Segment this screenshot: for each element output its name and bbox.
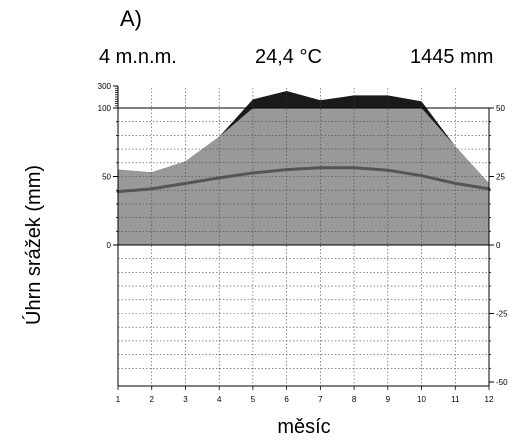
temperature-point bbox=[386, 168, 390, 172]
panel-label: A) bbox=[120, 6, 142, 31]
x-tick-label: 1 bbox=[116, 395, 121, 404]
temperature-point bbox=[150, 187, 154, 191]
temperature-point bbox=[420, 174, 423, 178]
x-axis-title: měsíc bbox=[277, 416, 330, 438]
right-tick-label: -50 bbox=[496, 378, 508, 387]
x-tick-label: 12 bbox=[485, 395, 494, 404]
axes bbox=[113, 85, 494, 390]
temperature-label: 24,4 °C bbox=[255, 46, 322, 68]
temperature-point bbox=[217, 176, 221, 180]
temperature-point bbox=[285, 168, 289, 172]
x-tick-label: 11 bbox=[451, 395, 460, 404]
temperature-point bbox=[184, 181, 187, 185]
x-tick-label: 6 bbox=[284, 395, 289, 404]
x-tick-label: 8 bbox=[352, 395, 357, 404]
x-tick-label: 9 bbox=[386, 395, 391, 404]
left-tick-label: 300 bbox=[98, 82, 112, 91]
temperature-line-group bbox=[116, 166, 491, 194]
temperature-point bbox=[453, 181, 457, 185]
y-axis-title: Úhrn srážek (mm) bbox=[22, 165, 45, 325]
x-tick-label: 3 bbox=[183, 395, 188, 404]
temperature-point bbox=[352, 166, 356, 170]
left-tick-label: 0 bbox=[107, 241, 112, 250]
left-tick-label: 50 bbox=[102, 173, 111, 182]
temperature-point bbox=[251, 171, 255, 175]
left-tick-label: 100 bbox=[98, 104, 112, 113]
x-tick-label: 2 bbox=[150, 395, 155, 404]
x-tick-label: 4 bbox=[217, 395, 222, 404]
right-tick-label: 50 bbox=[496, 104, 505, 113]
altitude-label: 4 m.n.m. bbox=[99, 46, 177, 68]
right-tick-label: 25 bbox=[496, 173, 505, 182]
x-tick-label: 7 bbox=[318, 395, 323, 404]
right-tick-label: 0 bbox=[496, 241, 501, 250]
temperature-point bbox=[318, 166, 322, 170]
x-tick-label: 10 bbox=[417, 395, 426, 404]
temperature-line bbox=[117, 166, 490, 194]
right-tick-label: -25 bbox=[496, 310, 508, 319]
precipitation-total-label: 1445 mm bbox=[410, 46, 494, 68]
x-tick-label: 5 bbox=[251, 395, 256, 404]
